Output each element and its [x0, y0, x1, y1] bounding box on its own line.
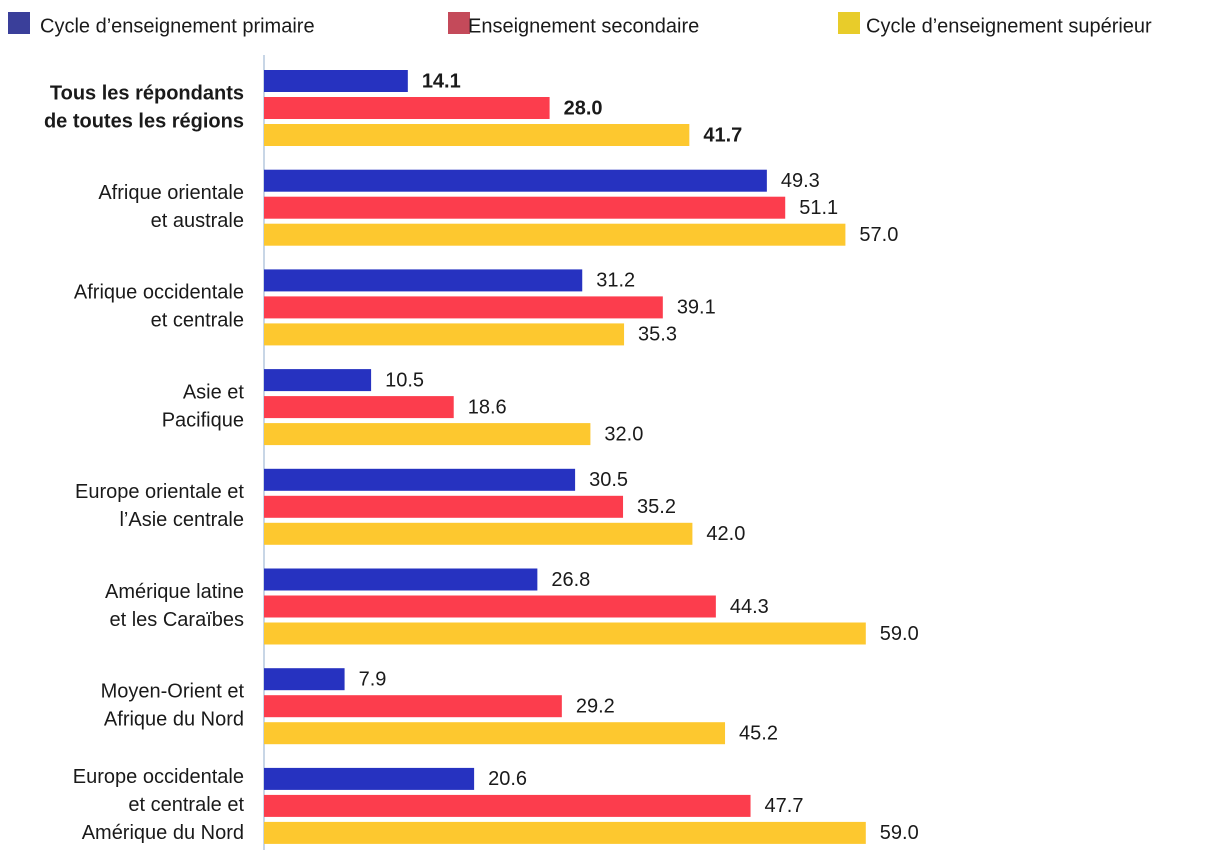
value-label: 39.1 — [677, 297, 716, 319]
bar — [264, 495, 624, 518]
value-label: 45.2 — [739, 722, 778, 744]
category-label: Afrique occidentale — [74, 282, 244, 304]
legend-swatch — [8, 12, 30, 34]
value-label: 59.0 — [880, 822, 919, 844]
bar — [264, 695, 562, 718]
value-label: 32.0 — [604, 423, 643, 445]
value-label: 49.3 — [781, 170, 820, 192]
bar — [264, 722, 726, 745]
category-label: Amérique du Nord — [82, 822, 244, 844]
bar — [264, 767, 475, 790]
value-label: 29.2 — [576, 695, 615, 717]
value-label: 59.0 — [880, 623, 919, 645]
category-label: Europe occidentale — [73, 766, 244, 788]
bar — [264, 269, 583, 292]
legend-label: Cycle d’enseignement supérieur — [866, 15, 1152, 37]
bar — [264, 323, 625, 346]
category-label: Afrique du Nord — [104, 708, 244, 730]
category-label: Amérique latine — [105, 581, 244, 603]
bar — [264, 296, 663, 319]
bar — [264, 97, 550, 119]
category-label: Europe orientale et — [75, 481, 244, 503]
category-label: et centrale — [151, 310, 244, 332]
bar — [264, 522, 693, 545]
category-label: Tous les répondants — [50, 82, 244, 104]
category-label: l’Asie centrale — [119, 509, 244, 531]
bar — [264, 369, 372, 392]
value-label: 18.6 — [468, 396, 507, 418]
category-label: de toutes les régions — [44, 110, 244, 132]
value-label: 28.0 — [564, 97, 603, 119]
category-label: Asie et — [183, 381, 245, 403]
legend-label: Enseignement secondaire — [468, 15, 699, 37]
category-label: Moyen-Orient et — [101, 680, 245, 702]
value-label: 14.1 — [422, 70, 461, 92]
value-label: 47.7 — [765, 795, 804, 817]
bar — [264, 124, 690, 146]
value-label: 26.8 — [551, 569, 590, 591]
value-label: 35.3 — [638, 324, 677, 346]
bar — [264, 668, 345, 691]
value-label: 7.9 — [359, 668, 387, 690]
value-label: 51.1 — [799, 197, 838, 219]
bar — [264, 821, 866, 844]
value-label: 31.2 — [596, 270, 635, 292]
bar — [264, 70, 408, 92]
value-label: 41.7 — [703, 124, 742, 146]
bar — [264, 223, 846, 246]
value-label: 30.5 — [589, 469, 628, 491]
legend-label: Cycle d’enseignement primaire — [40, 15, 315, 37]
bar — [264, 568, 538, 591]
category-label: et australe — [151, 210, 244, 232]
bar — [264, 423, 591, 446]
bar — [264, 196, 786, 219]
legend-swatch — [838, 12, 860, 34]
bar — [264, 169, 767, 192]
bar — [264, 595, 716, 618]
legend-swatch — [448, 12, 470, 34]
value-label: 20.6 — [488, 768, 527, 790]
bar — [264, 622, 866, 645]
value-label: 44.3 — [730, 596, 769, 618]
value-label: 42.0 — [706, 523, 745, 545]
value-label: 57.0 — [859, 224, 898, 246]
value-label: 35.2 — [637, 496, 676, 518]
category-label: et les Caraïbes — [109, 609, 244, 631]
value-label: 10.5 — [385, 369, 424, 391]
category-label: Afrique orientale — [98, 182, 244, 204]
category-label: Pacifique — [162, 409, 244, 431]
bar — [264, 468, 576, 491]
bar — [264, 396, 454, 419]
category-label: et centrale et — [128, 794, 244, 816]
bar — [264, 794, 751, 817]
